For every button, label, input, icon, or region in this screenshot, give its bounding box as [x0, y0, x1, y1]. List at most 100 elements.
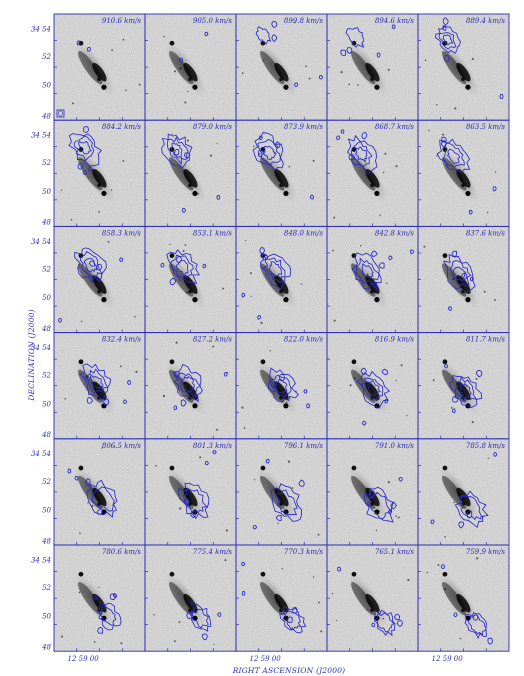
velocity-label: 899.8 km/s [284, 17, 324, 25]
contour-set [351, 249, 415, 291]
galaxy-image [426, 557, 480, 640]
velocity-label: 801.3 km/s [193, 442, 233, 450]
velocity-label: 837.6 km/s [466, 229, 506, 237]
galaxy-image [423, 245, 496, 310]
velocity-label: 832.4 km/s [102, 336, 142, 344]
y-tick-label: 50 [42, 82, 51, 90]
y-tick-label: 48 [41, 219, 51, 227]
velocity-label: 780.6 km/s [102, 548, 142, 556]
galaxy-image [340, 40, 390, 97]
velocity-label: 842.8 km/s [375, 229, 415, 237]
contour-set [78, 363, 131, 406]
y-tick-label: 52 [42, 372, 51, 380]
y-tick-label: 34 54 [31, 556, 51, 564]
y-tick-label: 52 [42, 159, 51, 167]
velocity-label: 770.3 km/s [284, 548, 324, 556]
contour-set [440, 564, 494, 645]
contour-set [252, 131, 315, 200]
y-tick-label: 48 [41, 325, 51, 333]
contour-set [443, 250, 476, 312]
y-tick-label: 50 [42, 613, 51, 621]
velocity-label: 879.0 km/s [193, 123, 233, 131]
y-tick-label: 48 [41, 537, 51, 545]
velocity-label: 822.0 km/s [284, 336, 324, 344]
y-tick-label: 34 54 [31, 132, 51, 140]
velocity-label: 873.9 km/s [284, 123, 324, 131]
beam-ellipse [58, 110, 63, 117]
contour-set [93, 593, 122, 634]
y-tick-label: 50 [42, 294, 51, 302]
hi-contours [58, 17, 504, 645]
contour-set [340, 24, 396, 58]
velocity-label: 806.5 km/s [102, 442, 142, 450]
contour-set [68, 126, 102, 175]
contour-set [76, 40, 91, 52]
y-axis-title: DECLINATION (J2000) [27, 309, 36, 402]
contour-set [186, 600, 222, 641]
velocity-label: 889.4 km/s [466, 17, 506, 25]
contour-set [430, 452, 498, 529]
contour-set [179, 31, 209, 63]
x-tick-labels: 12 59 00 12 59 00 12 59 00 [68, 655, 464, 663]
velocity-label: 858.3 km/s [102, 229, 142, 237]
x-tick-label: 12 59 00 [68, 655, 100, 663]
velocity-label: 759.9 km/s [466, 548, 506, 556]
galaxy-image [165, 133, 218, 204]
y-tick-label: 52 [42, 478, 51, 486]
galaxy-image [424, 25, 480, 110]
velocity-labels: 910.6 km/s 905.0 km/s 899.8 km/s 894.6 km/s… [102, 17, 506, 556]
galaxy-image [347, 465, 400, 532]
contour-set [355, 367, 391, 426]
velocity-label: 910.6 km/s [102, 17, 142, 25]
velocity-label: 796.1 km/s [284, 442, 324, 450]
velocity-label: 863.5 km/s [466, 123, 506, 131]
y-tick-label: 34 54 [31, 25, 51, 33]
panel-frames [53, 13, 510, 652]
velocity-label: 894.6 km/s [375, 17, 415, 25]
galaxy-image [163, 35, 207, 104]
contour-set [436, 136, 497, 215]
velocity-label: 765.1 km/s [375, 548, 415, 556]
velocity-label: 791.0 km/s [375, 442, 415, 450]
y-tick-label: 52 [42, 265, 51, 273]
velocity-label: 905.0 km/s [193, 17, 233, 25]
velocity-label: 827.2 km/s [193, 336, 233, 344]
y-tick-label: 34 54 [31, 238, 51, 246]
velocity-label: 848.0 km/s [284, 229, 324, 237]
contour-set [161, 133, 221, 213]
galaxy-image [347, 359, 408, 417]
contour-set [241, 561, 307, 634]
contour-set [178, 450, 217, 520]
contour-set [267, 367, 311, 409]
beam-box [56, 109, 65, 118]
contour-set [363, 476, 403, 523]
contour-set [58, 247, 124, 323]
velocity-label: 868.7 km/s [375, 123, 415, 131]
contour-set [434, 17, 504, 99]
x-tick-label: 12 59 00 [432, 655, 464, 663]
contour-set [160, 249, 207, 286]
contour-set [172, 363, 228, 411]
y-tick-label: 50 [42, 188, 51, 196]
y-tick-label: 50 [42, 506, 51, 514]
y-tick-label: 48 [41, 431, 51, 439]
contour-set [443, 364, 483, 414]
velocity-label: 884.2 km/s [102, 123, 142, 131]
y-tick-label: 34 54 [31, 344, 51, 352]
contour-set [67, 468, 118, 518]
contour-set [255, 20, 324, 88]
y-tick-label: 52 [42, 53, 51, 61]
contour-set [252, 458, 305, 530]
y-tick-label: 52 [42, 584, 51, 592]
y-tick-label: 34 54 [31, 450, 51, 458]
y-tick-label: 50 [42, 400, 51, 408]
y-tick-label: 48 [41, 643, 51, 651]
velocity-label: 853.1 km/s [193, 229, 233, 237]
contour-set [335, 129, 378, 175]
y-tick-label: 48 [41, 112, 51, 120]
velocity-label: 816.9 km/s [375, 336, 415, 344]
galaxy-image [241, 21, 311, 97]
galaxy-image [72, 38, 141, 105]
velocity-label: 775.4 km/s [193, 548, 233, 556]
